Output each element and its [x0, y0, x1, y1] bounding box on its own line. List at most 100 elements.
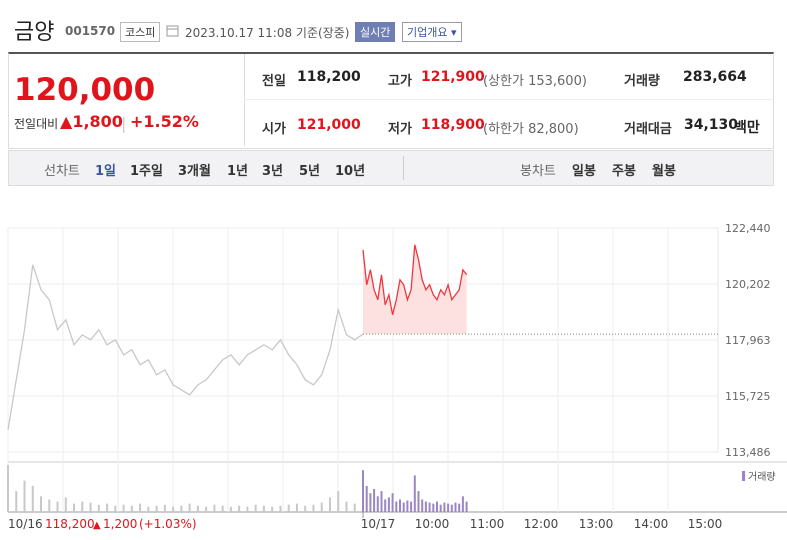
stat-label: 시가: [262, 122, 286, 137]
volume-legend-swatch: [742, 471, 745, 481]
footer-date: 10/16: [8, 517, 43, 531]
y-tick-label: 117,963: [725, 334, 771, 347]
volume-bar: [147, 506, 150, 512]
volume-bar: [172, 506, 175, 512]
tab[interactable]: 3개월: [178, 164, 211, 179]
volume-bar: [229, 506, 232, 512]
volume-bar: [114, 505, 117, 512]
volume-bar: [373, 489, 376, 512]
footer-arrow: ▲: [93, 520, 101, 531]
volume-bar: [246, 506, 249, 512]
separator: |: [121, 114, 127, 133]
stat-value: 118,900: [421, 117, 485, 133]
y-tick-label: 113,486: [725, 446, 771, 459]
volume-bar: [461, 496, 464, 512]
tab[interactable]: 3년: [262, 164, 284, 179]
stat-value: 118,200: [297, 69, 361, 85]
market-badge: 코스피: [120, 22, 161, 42]
volume-bar: [365, 485, 368, 512]
volume-bar: [384, 499, 387, 512]
volume-bar: [89, 502, 92, 512]
stat-label: 거래대금: [624, 122, 672, 137]
tab[interactable]: 10년: [335, 164, 366, 179]
quote-box: [8, 52, 774, 149]
chart: 122,440 120,202 117,963 115,725 113,486 거래량 10…: [7, 222, 787, 531]
tab[interactable]: 1년: [227, 164, 249, 179]
calendar-icon: [166, 25, 179, 37]
y-tick-label: 120,202: [725, 278, 771, 291]
x-tick-label: 12:00: [524, 517, 559, 531]
volume-bar: [254, 504, 257, 512]
volume-bar: [376, 496, 379, 512]
volume-bar: [380, 491, 383, 512]
volume-bar: [447, 503, 450, 512]
stat-value: 34,130: [684, 117, 739, 133]
volume-bar: [436, 501, 438, 512]
price-line: [362, 244, 468, 315]
stat-value: 121,000: [297, 117, 361, 133]
volume-bar: [130, 505, 133, 512]
stat-value: 283,664: [683, 69, 747, 85]
tab[interactable]: 주봉: [612, 164, 636, 179]
volume-bar: [450, 504, 453, 512]
tab-group-label: 봉차트: [520, 164, 556, 179]
stat-label: 고가: [388, 74, 412, 89]
volume-bar: [432, 503, 435, 512]
current-price: 120,000: [14, 72, 156, 108]
tab[interactable]: 월봉: [652, 164, 676, 179]
company-label: 기업개요: [407, 26, 448, 39]
volume-bar: [399, 499, 401, 512]
volume-bar: [40, 496, 43, 512]
stock-name: 금양: [14, 20, 55, 45]
x-tick-label: 10:00: [415, 517, 450, 531]
volume-bar: [238, 505, 241, 512]
volume-bar: [312, 504, 315, 512]
volume-legend: 거래량: [748, 471, 776, 483]
volume-bar: [205, 506, 208, 512]
stock-code: 001570: [65, 24, 116, 38]
stat-note: (상한가 153,600): [483, 74, 587, 89]
volume-bar: [139, 503, 142, 512]
volume-bar: [439, 504, 442, 512]
volume-bar: [387, 497, 390, 512]
volume-bar: [221, 505, 224, 512]
volume-bar: [417, 491, 420, 512]
footer-pct: (+1.03%): [139, 517, 197, 531]
company-dropdown[interactable]: 기업개요 ▾: [402, 22, 462, 42]
volume-bar: [337, 491, 340, 512]
volume-bar: [188, 503, 191, 512]
volume-bar: [122, 504, 125, 512]
volume-bar: [106, 503, 109, 512]
volume-bar: [428, 502, 431, 512]
volume-bar: [320, 502, 323, 512]
volume-bar: [262, 505, 265, 512]
volume-bar: [413, 475, 416, 512]
divider: [244, 54, 245, 146]
change-value: 1,800: [72, 112, 123, 131]
change-label: 전일대비: [14, 117, 59, 131]
volume-bar: [345, 501, 348, 512]
volume-bar: [443, 502, 446, 512]
divider: [403, 156, 404, 180]
tab[interactable]: 1주일: [130, 164, 163, 179]
tab[interactable]: 5년: [299, 164, 321, 179]
realtime-button[interactable]: 실시간: [355, 22, 396, 42]
footer-close: 118,200: [45, 517, 95, 531]
volume-bar: [213, 504, 216, 512]
change: ▲1,800: [60, 112, 123, 131]
volume-bar: [328, 497, 331, 512]
footer-change: 1,200: [103, 517, 137, 531]
volume-bar: [81, 501, 84, 512]
tab[interactable]: 1일: [95, 164, 117, 179]
volume-bar: [295, 503, 298, 512]
stat-value: 121,900: [421, 69, 485, 85]
volume-bar: [180, 505, 183, 512]
volume-bar: [287, 504, 290, 512]
x-tick-label: 10/17: [361, 517, 396, 531]
volume-bar: [271, 506, 274, 512]
x-tick-label: 13:00: [579, 517, 614, 531]
volume-bar: [304, 505, 307, 512]
price-line: [7, 264, 364, 430]
tab[interactable]: 일봉: [572, 164, 596, 179]
